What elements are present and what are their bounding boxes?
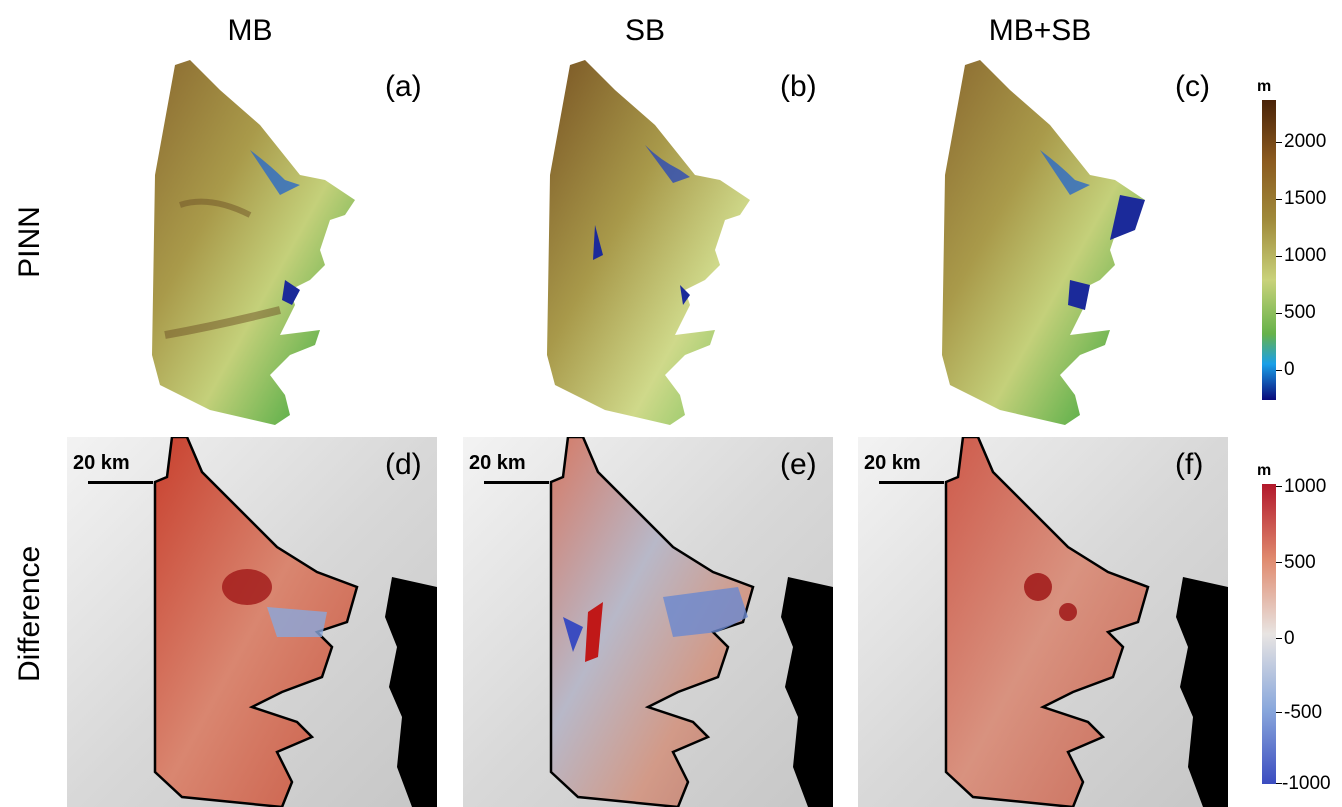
colorbar-top-tick-1000 <box>1276 256 1282 257</box>
pinn-map-mb <box>152 60 355 425</box>
colorbar-bottom-label-1000: 1000 <box>1284 476 1327 497</box>
pinn-map-mbsb <box>942 60 1145 425</box>
colorbar-top-tick-2000 <box>1276 142 1282 143</box>
row-title-difference: Difference <box>13 545 46 682</box>
colorbar-bottom-label-0: 0 <box>1284 628 1295 649</box>
panel-label-a: (a) <box>385 70 422 103</box>
colorbar-top-label-0: 0 <box>1284 359 1295 380</box>
colorbar-top <box>1262 100 1276 400</box>
colorbar-top-unit: m <box>1257 78 1272 95</box>
colorbar-bottom-tick-1000 <box>1276 486 1282 487</box>
column-title-mb: MB <box>227 14 273 47</box>
scale-bar-e <box>484 481 549 484</box>
colorbar-bottom-tick-500 <box>1276 562 1282 563</box>
difference-map-mbsb <box>858 437 1228 807</box>
colorbar-top-label-1500: 1500 <box>1284 188 1327 209</box>
colorbar-top-tick-500 <box>1276 313 1282 314</box>
scale-bar-label-e: 20 km <box>469 452 526 474</box>
scale-bar-d <box>88 481 153 484</box>
colorbar-bottom-label-minus500: -500 <box>1284 702 1323 723</box>
colorbar-bottom-label-minus1000: -1000 <box>1282 773 1331 794</box>
panel-label-b: (b) <box>780 70 817 103</box>
panel-label-d: (d) <box>385 448 422 481</box>
panel-label-c: (c) <box>1175 70 1210 103</box>
colorbar-bottom-tick-minus500 <box>1276 712 1282 713</box>
column-title-mbsb: MB+SB <box>988 14 1092 47</box>
scale-bar-label-f: 20 km <box>864 452 921 474</box>
colorbar-bottom-unit: m <box>1257 462 1272 479</box>
colorbar-top-label-500: 500 <box>1284 302 1316 323</box>
colorbar-top-label-1000: 1000 <box>1284 245 1327 266</box>
scale-bar-f <box>879 481 944 484</box>
colorbar-bottom-tick-0 <box>1276 638 1282 639</box>
difference-map-mb <box>67 437 437 807</box>
colorbar-bottom-tick-minus1000 <box>1276 783 1282 784</box>
colorbar-top-tick-1500 <box>1276 199 1282 200</box>
column-title-sb: SB <box>624 14 666 47</box>
panel-label-e: (e) <box>780 448 817 481</box>
colorbar-top-label-2000: 2000 <box>1284 131 1327 152</box>
colorbar-bottom-label-500: 500 <box>1284 552 1316 573</box>
row-title-pinn: PINN <box>13 206 46 278</box>
colorbar-bottom <box>1262 484 1276 784</box>
colorbar-top-tick-0 <box>1276 370 1282 371</box>
difference-map-sb <box>463 437 833 807</box>
pinn-map-sb <box>547 60 750 425</box>
panel-label-f: (f) <box>1175 448 1204 481</box>
scale-bar-label-d: 20 km <box>73 452 130 474</box>
